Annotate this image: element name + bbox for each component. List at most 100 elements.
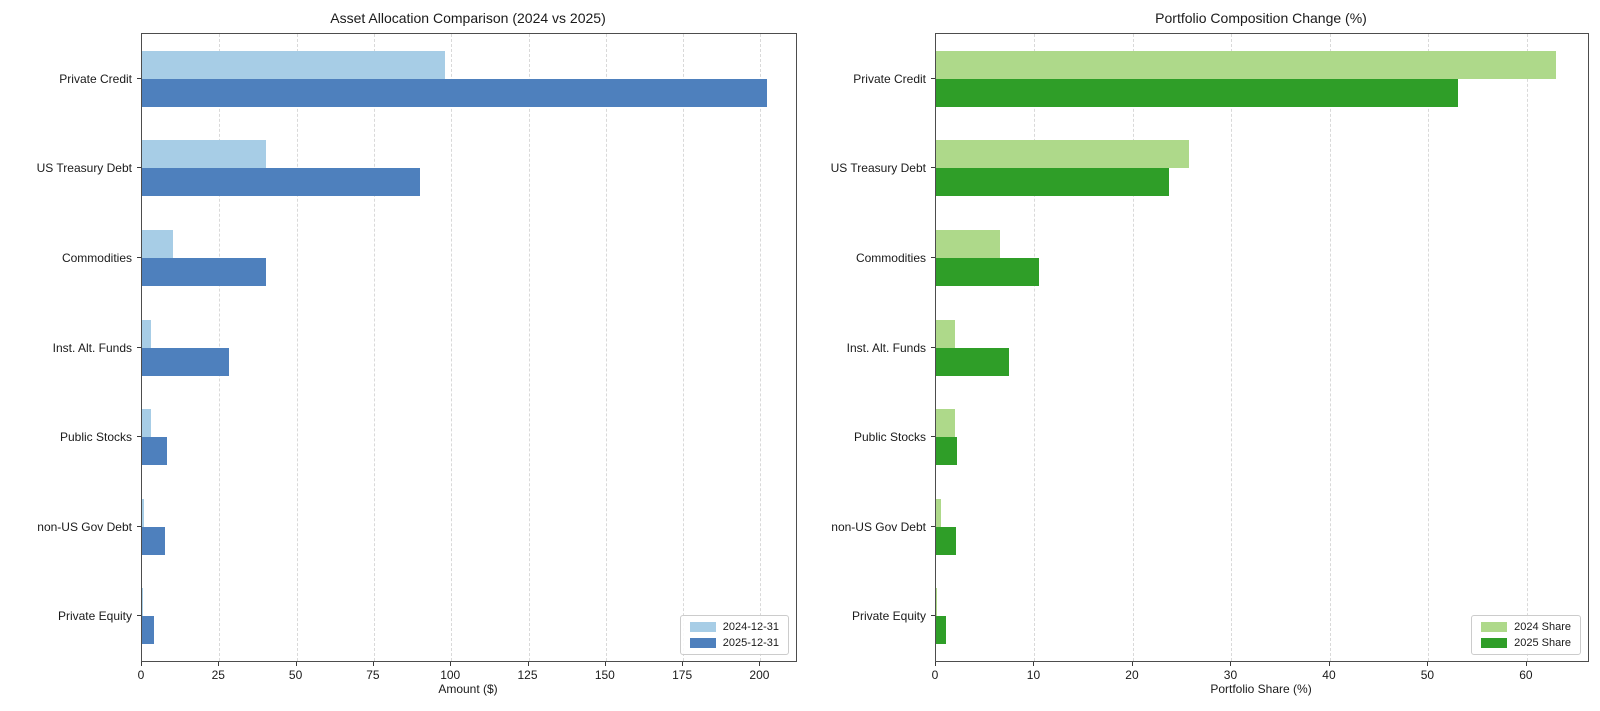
x-axis-tick — [1033, 662, 1035, 666]
x-tick-label: 200 — [749, 668, 770, 682]
bar-series1 — [142, 50, 446, 79]
x-tick-label: 20 — [1125, 668, 1139, 682]
chart-title: Portfolio Composition Change (%) — [1155, 10, 1367, 26]
y-tick-label: Public Stocks — [59, 430, 132, 445]
x-axis-label: Portfolio Share (%) — [1210, 682, 1312, 696]
x-axis-tick — [527, 662, 529, 666]
x-axis-tick — [372, 662, 374, 666]
y-tick-label: Private Credit — [59, 71, 132, 86]
y-axis-tick — [137, 346, 141, 348]
legend: 2024-12-31 2025-12-31 — [679, 615, 789, 655]
legend-swatch — [1481, 622, 1508, 632]
x-tick-label: 50 — [1420, 668, 1435, 682]
x-axis-tick — [218, 662, 220, 666]
x-axis-tick — [935, 662, 936, 666]
y-tick-label: Inst. Alt. Funds — [52, 340, 132, 355]
x-axis-tick — [1427, 662, 1429, 666]
plot-area: 2024-12-31 2025-12-31 — [141, 33, 797, 662]
gridline — [1526, 34, 1528, 661]
x-tick-label: 40 — [1322, 668, 1336, 682]
gridline — [1132, 34, 1134, 661]
y-axis-tick — [931, 346, 935, 348]
bar-series1 — [142, 319, 152, 348]
x-axis-tick — [759, 662, 761, 666]
x-tick-label: 30 — [1223, 668, 1238, 682]
x-tick-label: 150 — [594, 668, 615, 682]
gridline — [605, 34, 607, 661]
bar-series2 — [936, 437, 957, 466]
bar-series2 — [142, 347, 229, 376]
gridline — [451, 34, 453, 661]
y-tick-label: Public Stocks — [853, 430, 926, 445]
y-tick-label: US Treasury Debt — [36, 161, 132, 176]
bar-series1 — [142, 229, 173, 258]
bar-series2 — [936, 78, 1458, 107]
legend-label: 2024 Share — [1514, 621, 1571, 633]
y-tick-label: US Treasury Debt — [830, 161, 926, 176]
y-axis-tick — [931, 167, 935, 169]
bar-series1 — [142, 140, 266, 169]
legend-label: 2025 Share — [1514, 637, 1571, 649]
gridline — [373, 34, 375, 661]
bar-series1 — [936, 588, 937, 617]
legend-label: 2025-12-31 — [722, 637, 779, 649]
y-axis-tick — [931, 77, 935, 79]
bar-series1 — [142, 409, 152, 438]
bar-series1 — [936, 409, 955, 438]
y-axis-tick — [931, 436, 935, 438]
x-tick-label: 0 — [931, 668, 939, 682]
x-tick-label: 10 — [1026, 668, 1041, 682]
x-axis-tick — [450, 662, 452, 666]
bar-series2 — [936, 257, 1040, 286]
bar-series2 — [142, 526, 166, 555]
y-tick-label: non-US Gov Debt — [37, 519, 132, 534]
y-axis-tick — [931, 615, 935, 617]
x-tick-label: 75 — [366, 668, 380, 682]
legend-label: 2024-12-31 — [722, 621, 779, 633]
gridline — [1231, 34, 1233, 661]
bar-series2 — [142, 437, 167, 466]
y-axis-tick — [931, 256, 935, 258]
x-tick-label: 175 — [672, 668, 693, 682]
x-axis-label: Amount ($) — [438, 682, 498, 696]
bar-series2 — [936, 347, 1009, 376]
legend-swatch — [689, 622, 716, 632]
legend-swatch — [689, 638, 716, 648]
bar-series2 — [142, 168, 421, 197]
x-axis-tick — [682, 662, 684, 666]
bar-series2 — [936, 616, 946, 645]
y-tick-label: Private Equity — [851, 609, 926, 624]
bar-series2 — [142, 616, 155, 645]
gridline — [296, 34, 298, 661]
bar-series1 — [936, 140, 1190, 169]
x-axis-tick — [141, 662, 142, 666]
x-axis-tick — [1525, 662, 1527, 666]
bar-series2 — [936, 168, 1170, 197]
x-axis-tick — [1230, 662, 1232, 666]
x-axis-tick — [295, 662, 297, 666]
y-axis-tick — [137, 256, 141, 258]
y-axis-tick — [137, 77, 141, 79]
bar-series2 — [142, 78, 767, 107]
gridline — [1428, 34, 1430, 661]
bar-series1 — [936, 319, 955, 348]
x-tick-label: 125 — [517, 668, 538, 682]
bar-series1 — [142, 498, 144, 527]
gridline — [1034, 34, 1036, 661]
gridline — [683, 34, 685, 661]
gridline — [1329, 34, 1331, 661]
portfolio-composition-chart: Portfolio Composition Change (%) 2024 Sh… — [800, 0, 1600, 711]
x-axis-tick — [1328, 662, 1330, 666]
x-tick-label: 25 — [211, 668, 225, 682]
legend-swatch — [1481, 638, 1508, 648]
x-tick-label: 100 — [440, 668, 461, 682]
y-tick-label: Commodities — [855, 250, 926, 265]
bar-series2 — [142, 257, 266, 286]
chart-title: Asset Allocation Comparison (2024 vs 202… — [330, 10, 606, 26]
y-axis-tick — [137, 525, 141, 527]
legend-item: 2025 Share — [1481, 637, 1571, 649]
y-tick-label: Private Credit — [853, 71, 926, 86]
y-axis-tick — [931, 525, 935, 527]
x-axis-tick — [1131, 662, 1133, 666]
legend-item: 2024 Share — [1481, 621, 1571, 633]
